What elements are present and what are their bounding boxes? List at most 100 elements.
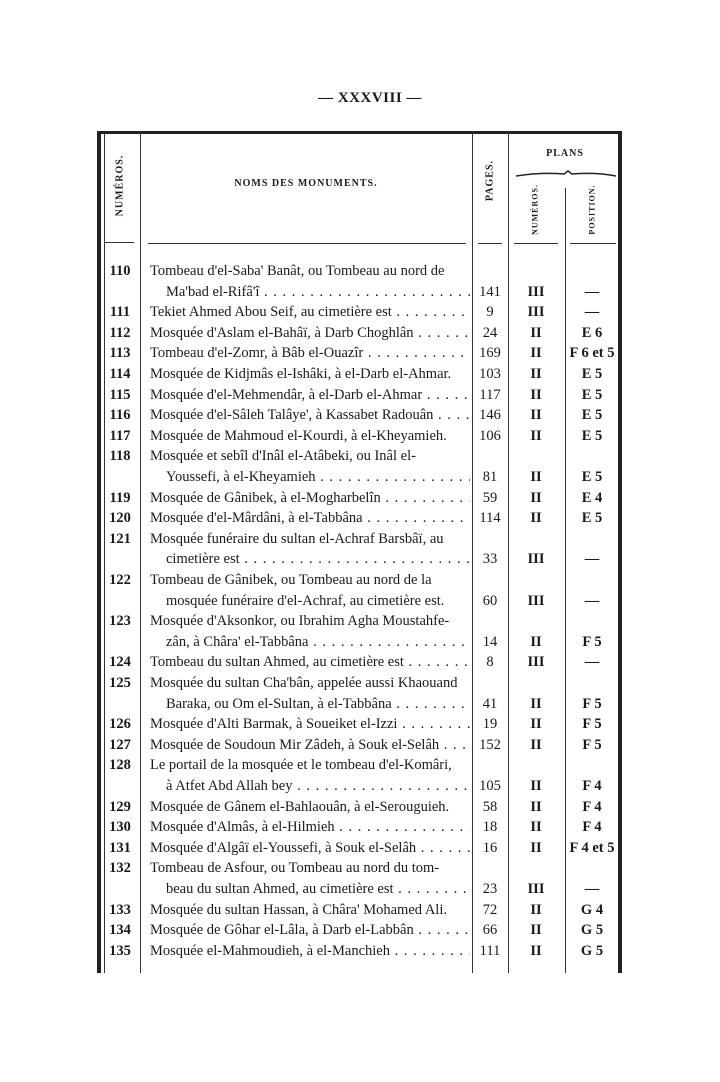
plan-number: II: [530, 942, 542, 959]
plan-position: F 4: [582, 778, 602, 794]
monument-name: Mosquée du sultan Hassan, à Châra' Moham…: [150, 901, 447, 918]
entry-number: 126: [109, 716, 131, 733]
table-row: 113 Tombeau d'el-Zomr, à Bâb el-Ouazîr 169…: [0, 343, 720, 364]
monument-name: Mosquée el-Mahmoudieh, à el-Manchieh: [150, 941, 470, 962]
entry-number: 131: [109, 839, 131, 856]
table-row: 130 Mosquée d'Almâs, à el-Hilmieh 18 II F 4: [0, 817, 720, 838]
monument-name: Mosquée de Gôhar el-Lâla, à Darb el-Labb…: [150, 920, 470, 941]
page-number: 41: [482, 695, 498, 712]
table-row: 126 Mosquée d'Alti Barmak, à Soueiket el-…: [0, 714, 720, 735]
plan-number: II: [530, 324, 542, 341]
header-plans: PLANS: [546, 148, 584, 159]
plan-position: E 5: [581, 427, 603, 444]
header-numeros: NUMÉROS.: [114, 154, 126, 217]
monument-name: Mosquée d'Almâs, à el-Hilmieh: [150, 817, 470, 838]
table-row: 112 Mosquée d'Aslam el-Bahâï, à Darb Chog…: [0, 323, 720, 344]
plan-position: F 4: [582, 819, 602, 836]
plan-number: III: [527, 881, 545, 897]
plan-number: III: [527, 283, 545, 300]
table-row: 134 Mosquée de Gôhar el-Lâla, à Darb el-L…: [0, 920, 720, 941]
monument-name: Mosquée d'el-Mârdâni, à el-Tabbâna: [150, 508, 470, 529]
page-number: 169: [479, 345, 501, 362]
plans-brace: [516, 170, 616, 177]
table-row: mosquée funéraire d'el-Achraf, au cimeti…: [0, 591, 720, 612]
monument-name: Mosquée d'Alti Barmak, à Soueiket el-Izz…: [150, 714, 470, 735]
entry-number: 130: [109, 819, 131, 836]
table-row: 125 Mosquée du sultan Cha'bân, appelée au…: [0, 673, 720, 694]
monument-name: Mosquée funéraire du sultan el-Achraf Ba…: [150, 530, 444, 547]
monument-name: Baraka, ou Om el-Sultan, à el-Tabbâna: [166, 694, 470, 715]
plan-number: II: [530, 469, 542, 485]
page-number: 111: [479, 942, 501, 959]
plan-position: —: [584, 304, 600, 321]
page-number: 19: [482, 716, 498, 733]
plan-position: E 5: [581, 469, 603, 485]
page-number: 72: [482, 901, 498, 918]
header-rule: [570, 243, 616, 244]
plan-position: F 5: [582, 736, 602, 753]
page-number: 141: [479, 283, 501, 300]
plan-number: II: [530, 819, 542, 836]
column-divider: [508, 131, 509, 973]
page-number: 18: [482, 819, 498, 836]
table-row: à Atfet Abd Allah bey 105 II F 4: [0, 776, 720, 797]
plan-position: F 6 et 5: [569, 345, 615, 362]
monument-name: Mosquée de Kidjmâs el-Ishâki, à el-Darb …: [150, 366, 452, 382]
header-rule: [478, 243, 502, 244]
plan-position: F 5: [582, 695, 602, 712]
plan-position: E 5: [581, 407, 603, 424]
header-pages: PAGES.: [484, 159, 496, 202]
table-row: 123 Mosquée d'Aksonkor, ou Ibrahim Agha M…: [0, 611, 720, 632]
plan-number: III: [527, 304, 545, 321]
entry-number: 122: [109, 572, 131, 588]
page-number: 16: [482, 839, 498, 856]
table-row: 129 Mosquée de Gânem el-Bahlaouân, à el-S…: [0, 797, 720, 818]
plan-position: G 5: [580, 942, 604, 959]
plan-position: —: [584, 283, 600, 300]
page-number: 117: [479, 386, 501, 403]
monument-name: Mosquée d'el-Mehmendâr, à el-Darb el-Ahm…: [150, 385, 470, 406]
page-number: 146: [479, 407, 501, 424]
monument-name: Mosquée d'Aslam el-Bahâï, à Darb Choghlâ…: [150, 323, 470, 344]
monument-name: Youssefi, à el-Kheyamieh: [166, 467, 470, 488]
table-row: 132 Tombeau de Asfour, ou Tombeau au nord…: [0, 858, 720, 879]
entry-number: 134: [109, 922, 131, 939]
plan-number: II: [530, 839, 542, 856]
page-number: 81: [482, 469, 498, 485]
plan-number: II: [530, 366, 542, 382]
table-row: 115 Mosquée d'el-Mehmendâr, à el-Darb el-…: [0, 385, 720, 406]
monument-name: Mosquée d'el-Sâleh Talâye', à Kassabet R…: [150, 405, 470, 426]
plan-position: G 5: [580, 922, 604, 939]
page-number: 8: [486, 654, 494, 671]
entry-number: 127: [109, 736, 131, 753]
table-row: Baraka, ou Om el-Sultan, à el-Tabbâna 41 I…: [0, 694, 720, 715]
plan-number: II: [530, 427, 542, 444]
plan-number: II: [530, 386, 542, 403]
monument-name: Mosquée de Gânem el-Bahlaouân, à el-Sero…: [150, 798, 450, 815]
table-row: 128 Le portail de la mosquée et le tombea…: [0, 755, 720, 776]
page-number: 60: [482, 592, 498, 609]
header-rule: [148, 243, 466, 244]
table-row: beau du sultan Ahmed, au cimetière est 23…: [0, 879, 720, 900]
plan-number: III: [527, 654, 545, 671]
entry-number: 128: [109, 757, 131, 774]
plan-number: II: [530, 716, 542, 733]
page-number: 66: [482, 922, 498, 939]
table-row: 133 Mosquée du sultan Hassan, à Châra' Mo…: [0, 900, 720, 921]
table-row: 124 Tombeau du sultan Ahmed, au cimetière…: [0, 652, 720, 673]
header-rule: [514, 243, 558, 244]
plan-number: III: [527, 551, 545, 568]
monument-name: Mosquée du sultan Cha'bân, appelée aussi…: [150, 675, 458, 691]
entry-number: 120: [109, 510, 131, 527]
monument-name: à Atfet Abd Allah bey: [166, 776, 470, 797]
table-row: 120 Mosquée d'el-Mârdâni, à el-Tabbâna 114…: [0, 508, 720, 529]
monument-name: zân, à Châra' el-Tabbâna: [166, 632, 470, 653]
monument-name: Mosquée d'Aksonkor, ou Ibrahim Agha Mous…: [150, 613, 450, 630]
page-title: — XXXVIII —: [318, 90, 422, 106]
plan-position: E 6: [581, 324, 603, 341]
plan-position: E 5: [581, 366, 603, 382]
page-number: 152: [479, 736, 501, 753]
table-row: zân, à Châra' el-Tabbâna 14 II F 5: [0, 632, 720, 653]
plan-position: —: [584, 654, 600, 671]
plan-position: F 5: [582, 633, 602, 650]
